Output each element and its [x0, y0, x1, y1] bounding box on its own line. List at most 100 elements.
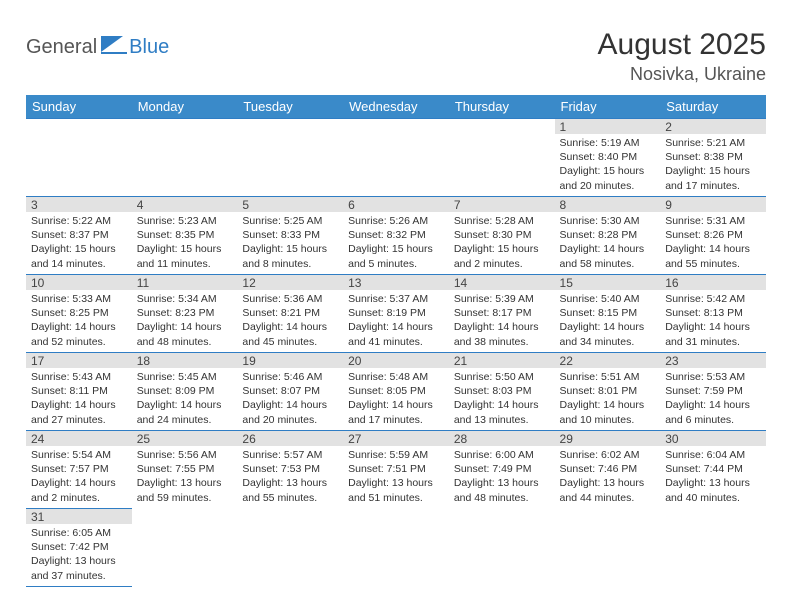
calendar-cell: 28Sunrise: 6:00 AMSunset: 7:49 PMDayligh… [449, 431, 555, 509]
calendar-cell: 25Sunrise: 5:56 AMSunset: 7:55 PMDayligh… [132, 431, 238, 509]
day-details: Sunrise: 5:37 AMSunset: 8:19 PMDaylight:… [343, 290, 449, 352]
day-number: 30 [660, 431, 766, 446]
day-number: 19 [237, 353, 343, 368]
calendar-cell: 13Sunrise: 5:37 AMSunset: 8:19 PMDayligh… [343, 275, 449, 353]
calendar-cell [660, 509, 766, 587]
day-details: Sunrise: 5:51 AMSunset: 8:01 PMDaylight:… [555, 368, 661, 430]
day-details: Sunrise: 5:56 AMSunset: 7:55 PMDaylight:… [132, 446, 238, 508]
calendar-cell [449, 119, 555, 197]
day-number: 1 [555, 119, 661, 134]
calendar-cell: 4Sunrise: 5:23 AMSunset: 8:35 PMDaylight… [132, 197, 238, 275]
calendar-cell: 3Sunrise: 5:22 AMSunset: 8:37 PMDaylight… [26, 197, 132, 275]
calendar-cell [132, 509, 238, 587]
calendar-cell [343, 119, 449, 197]
day-details: Sunrise: 5:43 AMSunset: 8:11 PMDaylight:… [26, 368, 132, 430]
calendar-cell: 20Sunrise: 5:48 AMSunset: 8:05 PMDayligh… [343, 353, 449, 431]
day-details: Sunrise: 5:34 AMSunset: 8:23 PMDaylight:… [132, 290, 238, 352]
calendar-table: SundayMondayTuesdayWednesdayThursdayFrid… [26, 95, 766, 587]
day-number: 15 [555, 275, 661, 290]
day-number: 20 [343, 353, 449, 368]
calendar-cell: 5Sunrise: 5:25 AMSunset: 8:33 PMDaylight… [237, 197, 343, 275]
weekday-header-row: SundayMondayTuesdayWednesdayThursdayFrid… [26, 95, 766, 119]
day-details: Sunrise: 5:53 AMSunset: 7:59 PMDaylight:… [660, 368, 766, 430]
calendar-cell [555, 509, 661, 587]
page-title: August 2025 [598, 28, 766, 62]
day-details: Sunrise: 5:42 AMSunset: 8:13 PMDaylight:… [660, 290, 766, 352]
weekday-header: Wednesday [343, 95, 449, 119]
day-details: Sunrise: 5:36 AMSunset: 8:21 PMDaylight:… [237, 290, 343, 352]
location: Nosivka, Ukraine [598, 64, 766, 85]
day-details: Sunrise: 6:00 AMSunset: 7:49 PMDaylight:… [449, 446, 555, 508]
calendar-cell: 22Sunrise: 5:51 AMSunset: 8:01 PMDayligh… [555, 353, 661, 431]
day-number: 6 [343, 197, 449, 212]
calendar-cell: 6Sunrise: 5:26 AMSunset: 8:32 PMDaylight… [343, 197, 449, 275]
day-number: 31 [26, 509, 132, 524]
day-number: 10 [26, 275, 132, 290]
day-details: Sunrise: 5:40 AMSunset: 8:15 PMDaylight:… [555, 290, 661, 352]
day-number: 28 [449, 431, 555, 446]
day-number: 2 [660, 119, 766, 134]
weekday-header: Sunday [26, 95, 132, 119]
day-number: 24 [26, 431, 132, 446]
day-details: Sunrise: 5:31 AMSunset: 8:26 PMDaylight:… [660, 212, 766, 274]
day-number: 21 [449, 353, 555, 368]
calendar-cell: 14Sunrise: 5:39 AMSunset: 8:17 PMDayligh… [449, 275, 555, 353]
day-details: Sunrise: 5:39 AMSunset: 8:17 PMDaylight:… [449, 290, 555, 352]
weekday-header: Tuesday [237, 95, 343, 119]
calendar-row: 1Sunrise: 5:19 AMSunset: 8:40 PMDaylight… [26, 119, 766, 197]
calendar-row: 17Sunrise: 5:43 AMSunset: 8:11 PMDayligh… [26, 353, 766, 431]
weekday-header: Monday [132, 95, 238, 119]
day-details: Sunrise: 5:45 AMSunset: 8:09 PMDaylight:… [132, 368, 238, 430]
calendar-body: 1Sunrise: 5:19 AMSunset: 8:40 PMDaylight… [26, 119, 766, 587]
logo: General Blue [26, 28, 169, 59]
day-details: Sunrise: 5:33 AMSunset: 8:25 PMDaylight:… [26, 290, 132, 352]
day-details: Sunrise: 5:48 AMSunset: 8:05 PMDaylight:… [343, 368, 449, 430]
day-details: Sunrise: 6:02 AMSunset: 7:46 PMDaylight:… [555, 446, 661, 508]
day-number: 3 [26, 197, 132, 212]
day-number: 8 [555, 197, 661, 212]
calendar-row: 3Sunrise: 5:22 AMSunset: 8:37 PMDaylight… [26, 197, 766, 275]
day-number: 14 [449, 275, 555, 290]
calendar-cell: 23Sunrise: 5:53 AMSunset: 7:59 PMDayligh… [660, 353, 766, 431]
calendar-cell: 2Sunrise: 5:21 AMSunset: 8:38 PMDaylight… [660, 119, 766, 197]
title-block: August 2025 Nosivka, Ukraine [598, 28, 766, 85]
day-details: Sunrise: 5:23 AMSunset: 8:35 PMDaylight:… [132, 212, 238, 274]
logo-text-general: General [26, 36, 97, 59]
calendar-cell: 24Sunrise: 5:54 AMSunset: 7:57 PMDayligh… [26, 431, 132, 509]
logo-text-blue: Blue [129, 36, 169, 59]
calendar-cell: 12Sunrise: 5:36 AMSunset: 8:21 PMDayligh… [237, 275, 343, 353]
day-number: 29 [555, 431, 661, 446]
calendar-cell [26, 119, 132, 197]
calendar-cell: 29Sunrise: 6:02 AMSunset: 7:46 PMDayligh… [555, 431, 661, 509]
day-number: 5 [237, 197, 343, 212]
day-number: 22 [555, 353, 661, 368]
day-details: Sunrise: 6:04 AMSunset: 7:44 PMDaylight:… [660, 446, 766, 508]
calendar-cell: 27Sunrise: 5:59 AMSunset: 7:51 PMDayligh… [343, 431, 449, 509]
day-number: 16 [660, 275, 766, 290]
calendar-cell: 19Sunrise: 5:46 AMSunset: 8:07 PMDayligh… [237, 353, 343, 431]
calendar-cell: 26Sunrise: 5:57 AMSunset: 7:53 PMDayligh… [237, 431, 343, 509]
day-details: Sunrise: 5:19 AMSunset: 8:40 PMDaylight:… [555, 134, 661, 196]
day-number: 11 [132, 275, 238, 290]
day-details: Sunrise: 5:30 AMSunset: 8:28 PMDaylight:… [555, 212, 661, 274]
weekday-header: Saturday [660, 95, 766, 119]
day-details: Sunrise: 5:54 AMSunset: 7:57 PMDaylight:… [26, 446, 132, 508]
day-details: Sunrise: 5:21 AMSunset: 8:38 PMDaylight:… [660, 134, 766, 196]
day-number: 7 [449, 197, 555, 212]
day-number: 12 [237, 275, 343, 290]
day-number: 4 [132, 197, 238, 212]
calendar-cell: 10Sunrise: 5:33 AMSunset: 8:25 PMDayligh… [26, 275, 132, 353]
weekday-header: Friday [555, 95, 661, 119]
calendar-cell: 1Sunrise: 5:19 AMSunset: 8:40 PMDaylight… [555, 119, 661, 197]
day-number: 23 [660, 353, 766, 368]
calendar-cell: 31Sunrise: 6:05 AMSunset: 7:42 PMDayligh… [26, 509, 132, 587]
day-details: Sunrise: 5:50 AMSunset: 8:03 PMDaylight:… [449, 368, 555, 430]
day-number: 17 [26, 353, 132, 368]
weekday-header: Thursday [449, 95, 555, 119]
day-details: Sunrise: 5:57 AMSunset: 7:53 PMDaylight:… [237, 446, 343, 508]
calendar-cell [237, 119, 343, 197]
day-number: 26 [237, 431, 343, 446]
day-details: Sunrise: 5:26 AMSunset: 8:32 PMDaylight:… [343, 212, 449, 274]
calendar-cell [449, 509, 555, 587]
calendar-cell: 30Sunrise: 6:04 AMSunset: 7:44 PMDayligh… [660, 431, 766, 509]
